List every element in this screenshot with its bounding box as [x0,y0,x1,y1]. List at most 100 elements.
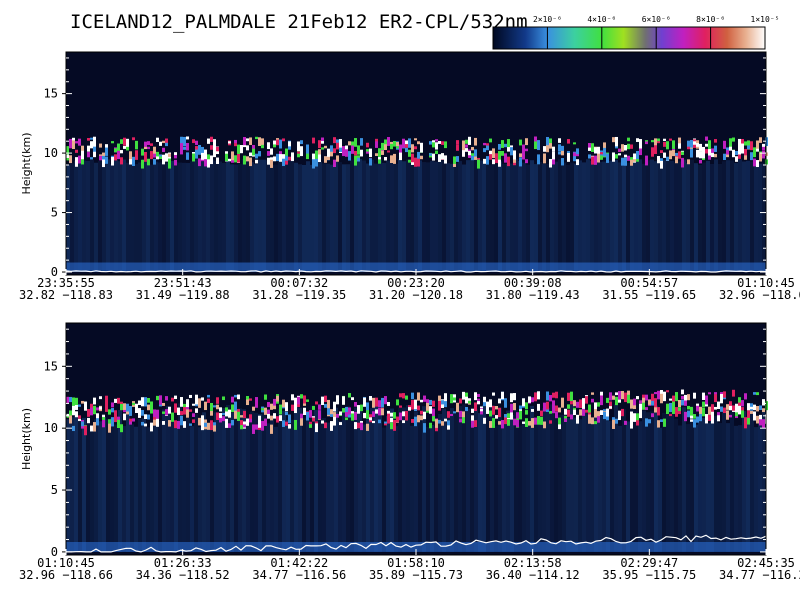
cloud [231,396,234,403]
cloud [162,147,165,152]
cloud [111,402,114,408]
cloud [120,150,123,154]
x-coordinate-label: 31.49 −119.88 [136,288,230,302]
cloud [180,144,183,155]
aerosol-column [602,161,606,273]
cloud [246,396,249,400]
cloud [270,148,273,155]
cloud [231,404,234,413]
aerosol-column [630,404,634,552]
cloud [258,137,261,147]
aerosol-column [506,163,510,273]
cloud [438,154,441,162]
cloud [663,138,666,142]
cloud [273,140,276,145]
cloud [348,151,351,161]
cloud [708,415,711,421]
cloud [288,141,291,147]
cloud [501,391,504,400]
aerosol-column [282,160,286,273]
aerosol-column [498,161,502,273]
cloud [597,146,600,154]
cloud [375,153,378,156]
aerosol-column [730,412,734,552]
cloud [696,416,699,423]
cloud [288,414,291,424]
cloud [669,402,672,412]
cloud [705,395,708,405]
cloud [372,411,375,417]
cloud [753,158,756,167]
cloud [117,149,120,160]
aerosol-column [690,407,694,552]
aerosol-column [118,410,122,552]
cloud [75,141,78,144]
aerosol-column [490,404,494,552]
cloud [72,139,75,150]
cloud [252,144,255,151]
cloud [582,407,585,416]
cloud [381,397,384,408]
cloud [399,405,402,408]
cloud [330,148,333,157]
aerosol-column [166,162,170,273]
cloud [300,418,303,426]
cloud [360,138,363,146]
cloud [96,417,99,426]
cloud [333,148,336,154]
cloud [399,144,402,153]
cloud [636,138,639,142]
cloud [744,393,747,400]
cloud [165,396,168,401]
cloud [465,139,468,144]
cloud [531,418,534,428]
aerosol-column [126,162,130,273]
x-tick-label: 02:29:47 [620,556,678,570]
cloud [660,393,663,404]
aerosol-column [538,419,542,552]
cloud [294,404,297,414]
cloud [672,140,675,149]
cloud [75,157,78,167]
aerosol-column [630,162,634,273]
aerosol-column [198,159,202,273]
cloud [411,153,414,163]
cloud [291,153,294,160]
cloud [741,407,744,411]
cloud [210,411,213,416]
aerosol-column [622,159,626,273]
cloud [441,400,444,405]
cloud [273,413,276,419]
cloud [600,391,603,396]
aerosol-column [550,163,554,273]
cloud [252,424,255,434]
cloud [597,411,600,420]
cloud [513,418,516,426]
aerosol-column [214,160,218,273]
cloud [525,159,528,164]
aerosol-column [578,160,582,273]
cloud [474,420,477,427]
aerosol-column [406,159,410,273]
cloud [591,392,594,395]
cloud [648,399,651,405]
aerosol-column [254,412,258,552]
cloud [312,153,315,160]
cloud [651,400,654,406]
cloud [150,143,153,146]
cloud [156,395,159,401]
cloud [369,158,372,166]
cloud [630,411,633,420]
cloud [393,153,396,164]
cloud [246,418,249,426]
cloud [255,136,258,140]
cloud [387,413,390,424]
y-axis-label: Height(km) [20,408,33,470]
cloud [219,413,222,418]
aerosol-column [366,419,370,552]
cloud [723,153,726,161]
aerosol-column [682,159,686,273]
aerosol-column [346,164,350,273]
aerosol-column [474,159,478,273]
cloud [306,144,309,154]
